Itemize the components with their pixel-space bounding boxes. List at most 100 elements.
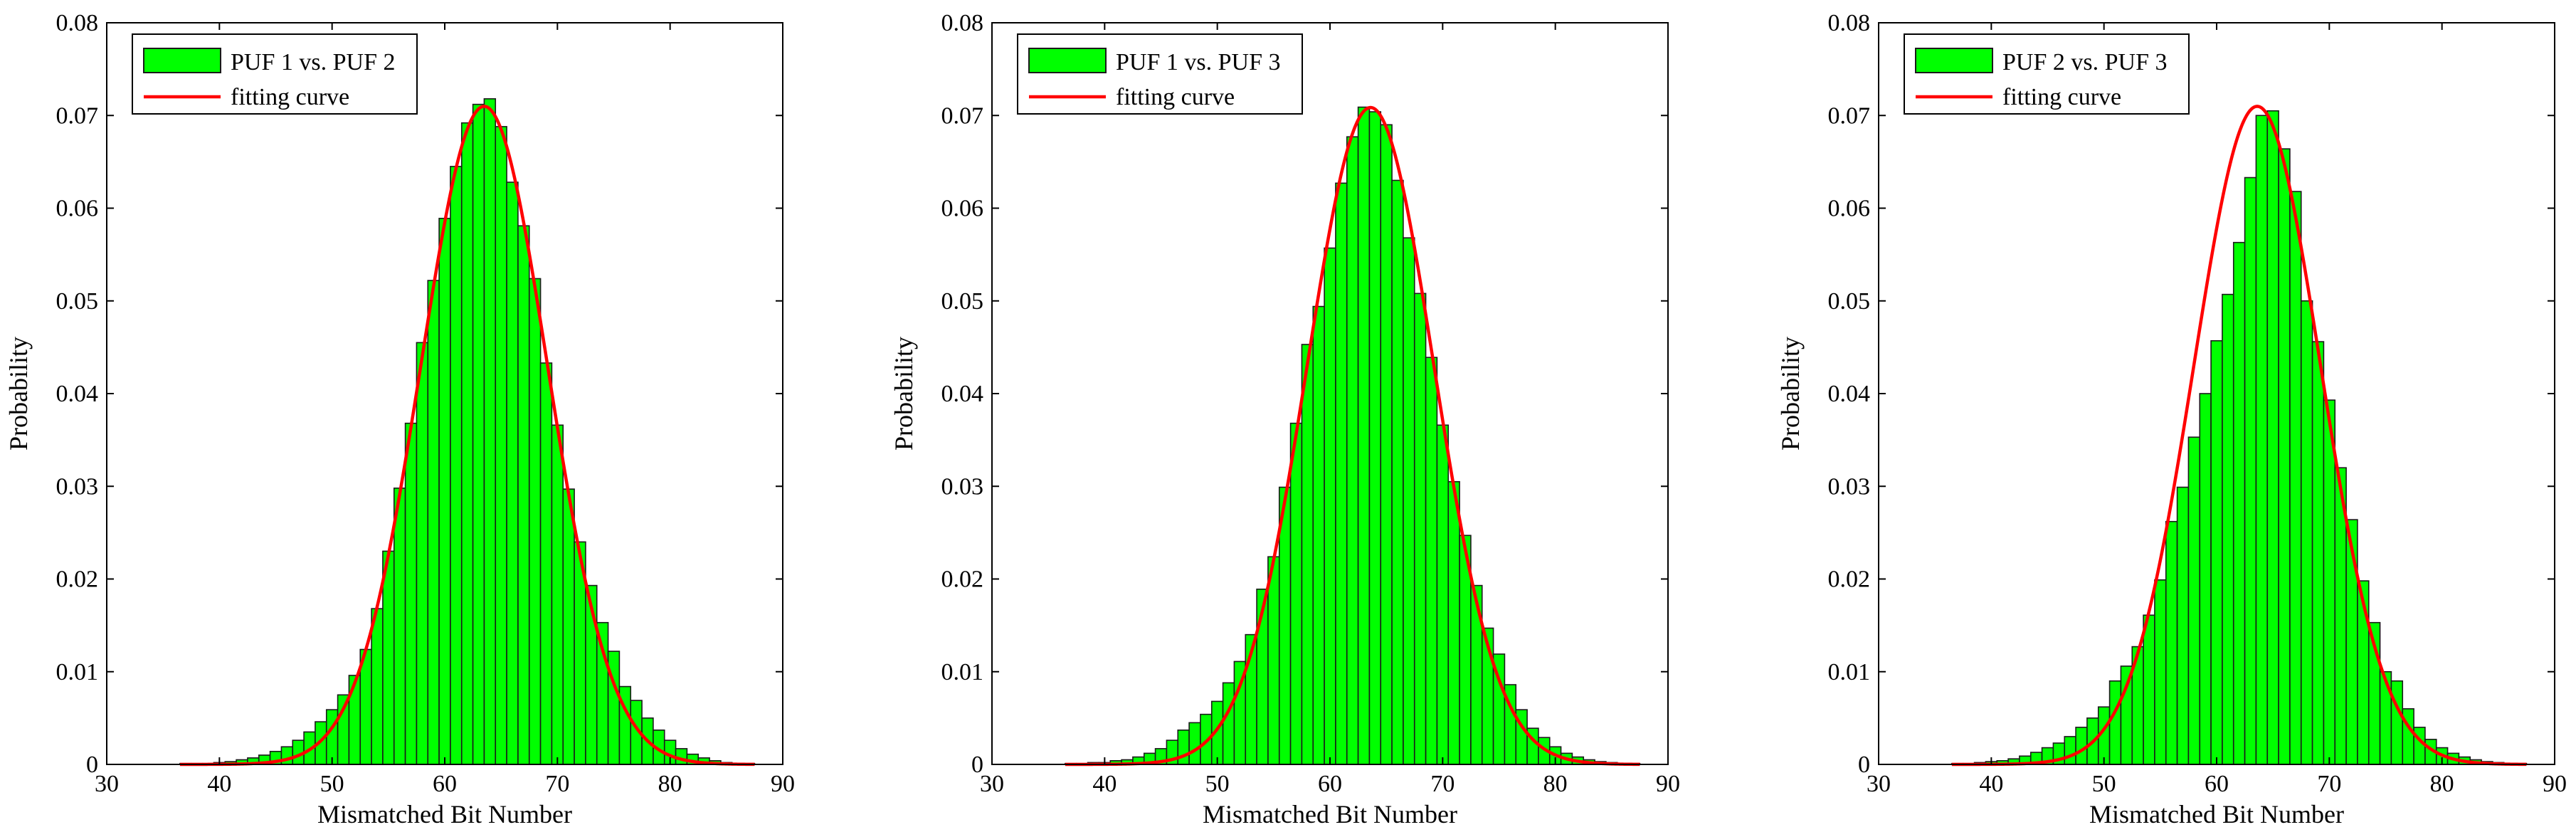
histogram-bar <box>539 362 553 765</box>
histogram-bar <box>2210 339 2223 765</box>
histogram-bar <box>382 550 395 765</box>
histogram-bar <box>1346 136 1359 765</box>
histogram-bar <box>393 488 406 765</box>
x-tick-label: 40 <box>1092 771 1117 797</box>
y-tick-label: 0.02 <box>1828 567 1871 593</box>
x-tick-label: 70 <box>545 771 569 797</box>
y-tick-label: 0.05 <box>941 288 984 315</box>
histogram-bar <box>517 225 530 765</box>
y-tick-label: 0.07 <box>941 102 984 129</box>
histogram-bar <box>348 675 361 765</box>
fitting-curve-line <box>1951 105 2527 767</box>
x-axis: 30 40 50 60 70 80 90 <box>980 23 1680 797</box>
histogram-bar <box>1312 305 1325 765</box>
legend: PUF 1 vs. PUF 3 fitting curve <box>1017 33 1303 115</box>
histogram-bar <box>2323 399 2336 765</box>
y-axis: 0 0.01 0.02 0.03 0.04 0.05 0.06 0.07 0.08 <box>56 10 783 778</box>
histogram-bar <box>2255 115 2269 765</box>
x-axis-label: Mismatched Bit Number <box>1203 800 1457 828</box>
histogram-bar <box>1267 556 1280 765</box>
histogram-bar <box>1391 179 1404 765</box>
histogram-bar <box>2266 110 2279 765</box>
histogram-bar <box>1380 124 1393 765</box>
histogram-bar <box>506 181 519 765</box>
x-tick-label: 30 <box>95 771 119 797</box>
fitting-curve-line <box>1065 105 1640 767</box>
y-tick-label: 0.01 <box>56 659 99 685</box>
histogram-bars <box>1951 110 2528 765</box>
y-tick-label: 0.04 <box>56 381 99 407</box>
y-axis-label: Probability <box>4 337 33 451</box>
x-axis: 30 40 50 60 70 80 90 <box>95 23 795 797</box>
histogram-bar <box>2278 148 2291 765</box>
histogram-bar <box>551 424 564 765</box>
histogram-bar <box>1368 111 1382 765</box>
histogram-bar <box>404 422 418 765</box>
y-tick-label: 0.05 <box>56 288 99 315</box>
y-tick-label: 0.04 <box>941 381 984 407</box>
histogram-bar <box>472 103 485 765</box>
y-axis-label: Probability <box>890 337 918 451</box>
y-tick-label: 0.05 <box>1828 288 1871 315</box>
y-tick-label: 0.02 <box>941 567 984 593</box>
legend: PUF 2 vs. PUF 3 fitting curve <box>1904 33 2190 115</box>
legend-label-fitting-curve: fitting curve <box>1116 84 1235 110</box>
histogram-bar <box>416 342 429 765</box>
histogram-bar <box>483 98 497 765</box>
legend-label-histogram: PUF 2 vs. PUF 3 <box>2002 49 2167 75</box>
y-tick-label: 0 <box>86 752 98 778</box>
histogram-bar <box>2199 393 2212 765</box>
x-tick-label: 50 <box>1205 771 1230 797</box>
histogram-bar <box>325 709 339 765</box>
y-axis: 0 0.01 0.02 0.03 0.04 0.05 0.06 0.07 0.08 <box>1828 10 2555 778</box>
legend-box <box>1904 33 2190 115</box>
y-tick-label: 0.07 <box>56 102 99 129</box>
x-tick-label: 80 <box>1543 771 1568 797</box>
x-tick-label: 30 <box>1867 771 1891 797</box>
histogram-bar <box>2289 191 2302 765</box>
histogram-bar <box>1289 422 1303 765</box>
histogram-bar <box>1436 424 1450 765</box>
x-tick-label: 70 <box>1430 771 1455 797</box>
chart-panel-1: 30 40 50 60 70 80 9000.010.020.030.040.050.060… <box>4 10 795 828</box>
histogram-bar <box>2064 736 2076 765</box>
y-axis-label: Probability <box>1776 337 1805 451</box>
histogram-bar <box>1403 237 1415 765</box>
histogram-bar <box>2300 300 2313 765</box>
histogram-bar <box>438 218 451 765</box>
x-tick-label: 70 <box>2317 771 2341 797</box>
y-tick-label: 0.03 <box>941 473 984 500</box>
histogram-bar <box>528 278 542 765</box>
y-tick-label: 0.03 <box>1828 473 1871 500</box>
x-tick-label: 60 <box>1318 771 1342 797</box>
histogram-bar <box>2244 177 2257 765</box>
y-tick-label: 0.02 <box>56 567 99 593</box>
y-tick-label: 0 <box>971 752 983 778</box>
x-tick-label: 40 <box>1979 771 2003 797</box>
histogram-bar <box>1335 182 1348 765</box>
chart-panel-2: 30 40 50 60 70 80 9000.010.020.030.040.050.060… <box>890 10 1680 828</box>
x-tick-label: 40 <box>207 771 231 797</box>
histogram-bar <box>337 694 350 765</box>
histogram-bar <box>2165 520 2178 765</box>
legend-swatch-histogram <box>1915 48 1993 73</box>
histogram-bar <box>1301 344 1314 765</box>
y-tick-label: 0.06 <box>1828 196 1871 222</box>
x-tick-label: 30 <box>980 771 1004 797</box>
x-tick-label: 90 <box>771 771 795 797</box>
x-tick-label: 50 <box>2092 771 2116 797</box>
histogram-bar <box>2413 727 2426 765</box>
x-tick-label: 90 <box>1656 771 1680 797</box>
histogram-bar <box>1324 247 1336 765</box>
histogram-bar <box>2143 614 2155 765</box>
histogram-bar <box>371 608 384 765</box>
histogram-bars <box>179 98 756 765</box>
histogram-bar <box>1447 480 1460 765</box>
legend-label-histogram: PUF 1 vs. PUF 3 <box>1116 49 1280 75</box>
histogram-bar <box>2311 341 2325 765</box>
histogram-bar <box>2390 680 2404 765</box>
histogram-bar <box>2108 680 2122 765</box>
histogram-bar <box>495 126 507 765</box>
histogram-bar <box>2232 241 2246 765</box>
